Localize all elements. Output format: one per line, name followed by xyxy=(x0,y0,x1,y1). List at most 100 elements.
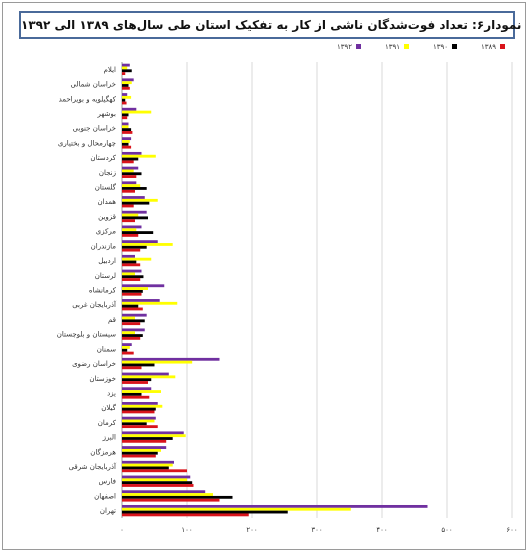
bar xyxy=(122,446,167,449)
bar xyxy=(122,363,155,367)
bar xyxy=(122,331,135,335)
bar xyxy=(122,478,187,482)
category-label: همدان xyxy=(98,198,117,206)
bar xyxy=(122,154,156,158)
bar xyxy=(122,169,134,173)
x-tick-label: ۲۰۰ xyxy=(246,526,257,534)
bar xyxy=(122,125,129,129)
chart-frame: نمودار۶: تعداد فوت‌شدگان ناشی از کار به … xyxy=(2,2,526,550)
category-label: فارس xyxy=(99,478,116,486)
category-label: مازندران xyxy=(91,242,117,250)
x-tick-label: ۴۰۰ xyxy=(376,526,387,534)
legend-label: ۱۳۹۲ xyxy=(337,43,352,51)
bar xyxy=(122,72,126,76)
bar xyxy=(122,504,428,508)
bar xyxy=(122,145,132,149)
bar xyxy=(122,292,142,296)
category-label: زنجان xyxy=(99,169,116,177)
bar xyxy=(122,346,130,349)
bar xyxy=(122,275,144,279)
bar xyxy=(122,196,145,199)
bar xyxy=(122,175,137,178)
bar xyxy=(122,431,184,435)
bar xyxy=(122,131,133,134)
bar xyxy=(122,343,132,347)
bar xyxy=(122,422,147,426)
bar xyxy=(122,128,132,132)
bar xyxy=(122,260,137,264)
bar xyxy=(122,263,141,267)
bar xyxy=(122,410,155,414)
bar xyxy=(122,116,128,120)
x-tick-label: ۱۰۰ xyxy=(181,526,192,534)
bar xyxy=(122,157,139,161)
bar xyxy=(122,122,129,126)
category-label: گیلان xyxy=(101,403,116,412)
bar xyxy=(122,140,130,143)
bar xyxy=(122,201,150,205)
x-tick-label: ۵۰۰ xyxy=(441,526,452,534)
legend-swatch xyxy=(452,44,457,49)
category-label: قزوین xyxy=(98,213,116,221)
chart-title: نمودار۶: تعداد فوت‌شدگان ناشی از کار به … xyxy=(21,18,522,32)
bar xyxy=(122,113,129,117)
x-tick-label: ۰ xyxy=(120,526,124,534)
bar xyxy=(122,181,137,185)
bar xyxy=(122,460,174,464)
chart-title-box: نمودار۶: تعداد فوت‌شدگان ناشی از کار به … xyxy=(19,11,521,39)
bar xyxy=(122,86,130,90)
bar xyxy=(122,319,145,323)
x-tick-label: ۶۰۰ xyxy=(506,526,517,534)
category-label: چهارمحال و بختیاری xyxy=(58,139,116,147)
bar xyxy=(122,466,169,470)
bar xyxy=(122,210,147,214)
bar xyxy=(122,390,161,393)
bar xyxy=(122,490,206,494)
bar xyxy=(122,437,173,440)
category-label: خراسان رضوی xyxy=(72,360,116,368)
bar xyxy=(122,419,155,423)
bar xyxy=(122,463,173,467)
bar xyxy=(122,316,135,320)
bar xyxy=(122,93,128,96)
category-label: قم xyxy=(108,316,116,324)
category-label: گلستان xyxy=(95,183,117,192)
bar xyxy=(122,307,143,311)
category-label: لرستان xyxy=(95,272,116,280)
bar xyxy=(122,475,191,479)
bar xyxy=(122,278,141,281)
bar xyxy=(122,63,130,67)
bar xyxy=(122,402,158,405)
category-label: سمنان xyxy=(97,345,116,353)
bar xyxy=(122,351,134,355)
bar xyxy=(122,248,141,252)
bar xyxy=(122,301,178,305)
category-label: ایلام xyxy=(104,66,116,74)
bar xyxy=(122,360,193,364)
bar xyxy=(122,481,193,485)
bar xyxy=(122,269,142,273)
category-label: اصفهان xyxy=(94,492,116,500)
bar xyxy=(122,498,220,502)
bar xyxy=(122,322,141,326)
bar xyxy=(122,204,134,208)
legend-swatch xyxy=(356,44,361,49)
category-label: کرمان xyxy=(98,419,117,427)
bar xyxy=(122,357,220,361)
bar xyxy=(122,336,141,340)
bar xyxy=(122,284,165,288)
bar xyxy=(122,299,160,302)
category-label: خراسان جنوبی xyxy=(73,125,116,133)
bar xyxy=(122,142,129,146)
bar xyxy=(122,213,139,217)
bar xyxy=(122,240,158,244)
bar xyxy=(122,225,142,229)
bar xyxy=(122,392,142,396)
bar xyxy=(122,290,143,293)
bar xyxy=(122,451,158,455)
bar xyxy=(122,495,233,499)
category-label: تهران xyxy=(100,507,116,515)
legend-swatch xyxy=(404,44,409,49)
bar xyxy=(122,348,128,352)
bar xyxy=(122,387,152,391)
